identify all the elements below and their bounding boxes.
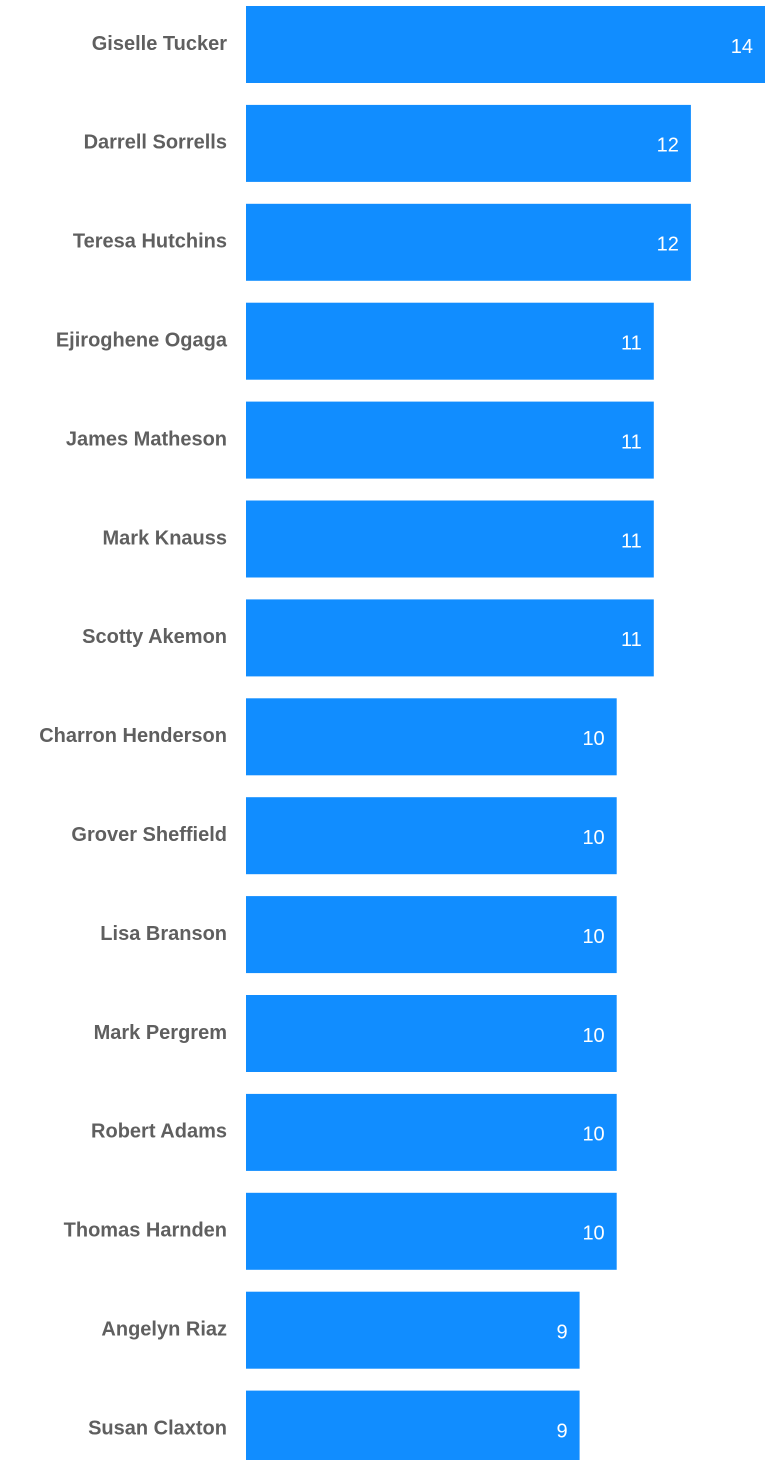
data-label: 11 — [621, 332, 642, 354]
data-label: 10 — [582, 827, 604, 849]
bar — [246, 104, 691, 182]
category-label: Mark Knauss — [103, 527, 228, 549]
data-labels-layer: 14 12 12 11 11 11 11 10 10 10 10 10 10 9 9 — [556, 36, 753, 1443]
category-label: Thomas Harnden — [64, 1220, 227, 1242]
category-label: Teresa Hutchins — [73, 231, 227, 253]
category-labels-layer: Giselle Tucker Darrell Sorrells Teresa Hut… — [39, 33, 228, 1440]
category-label: Susan Claxton — [88, 1417, 227, 1439]
bar — [246, 6, 765, 83]
category-label: Grover Sheffield — [71, 824, 227, 846]
data-label: 10 — [582, 1025, 604, 1047]
category-label: Scotty Akemon — [82, 626, 227, 648]
bar — [246, 1093, 617, 1171]
data-label: 12 — [657, 234, 679, 256]
category-label: Angelyn Riaz — [101, 1318, 227, 1340]
data-label: 14 — [731, 36, 753, 58]
bar — [246, 896, 617, 974]
data-label: 10 — [582, 1223, 604, 1245]
bars-layer — [246, 6, 765, 1460]
data-label: 11 — [621, 629, 642, 651]
data-label: 9 — [556, 1420, 567, 1442]
bar — [246, 797, 617, 875]
category-label: Giselle Tucker — [92, 33, 227, 55]
data-label: 11 — [621, 530, 642, 552]
bar — [246, 698, 617, 776]
bar — [246, 500, 654, 578]
category-label: Lisa Branson — [100, 923, 227, 945]
category-label: Robert Adams — [91, 1121, 227, 1143]
data-label: 9 — [556, 1321, 567, 1343]
category-label: Darrell Sorrells — [84, 132, 227, 154]
bar — [246, 401, 654, 479]
category-label: Mark Pergrem — [94, 1022, 227, 1044]
data-label: 10 — [582, 728, 604, 750]
category-label: Charron Henderson — [39, 725, 227, 747]
bar — [246, 1390, 580, 1460]
data-label: 10 — [582, 926, 604, 948]
bar — [246, 302, 654, 380]
data-label: 10 — [582, 1124, 604, 1146]
category-label: James Matheson — [66, 428, 227, 450]
bar — [246, 599, 654, 677]
bar — [246, 1192, 617, 1270]
bar — [246, 1291, 580, 1369]
data-label: 12 — [657, 135, 679, 157]
bar — [246, 995, 617, 1072]
data-label: 11 — [621, 431, 642, 453]
bar — [246, 203, 691, 281]
category-label: Ejiroghene Ogaga — [56, 329, 228, 351]
